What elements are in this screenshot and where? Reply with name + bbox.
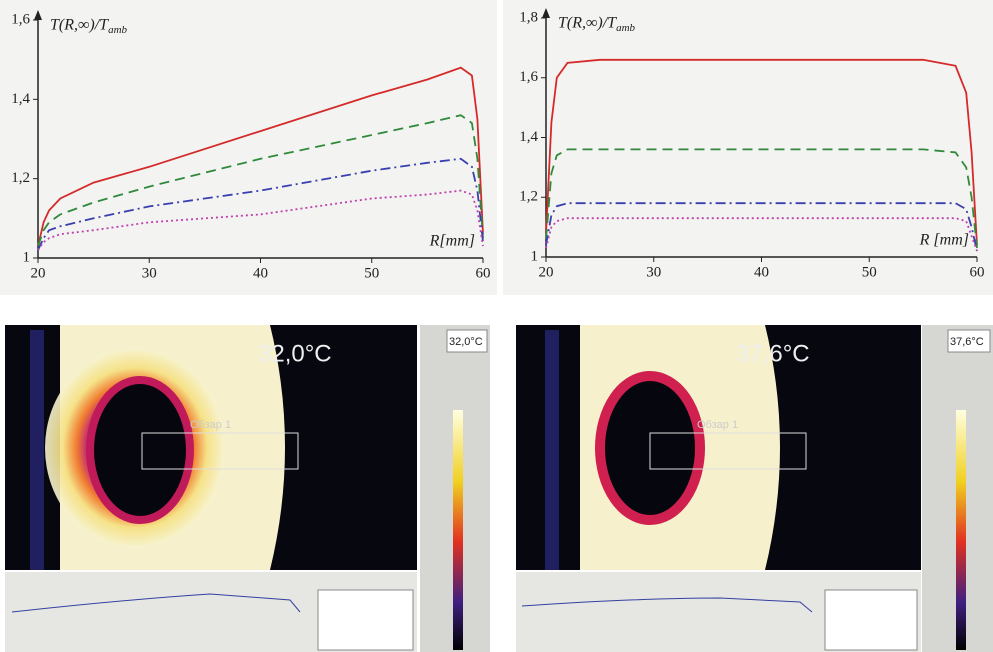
temp-box [446,329,488,353]
histogram [824,589,918,651]
y-tick-label: 1 [23,249,31,265]
y-axis-label-sub: amb [616,22,635,34]
temperature-label: 32,0°C [258,340,332,367]
side-temperature: 37,6°C [950,336,984,348]
y-tick-label: 1 [531,248,539,264]
data-line [37,66,484,247]
cool-strip [545,330,559,570]
y-axis-label-sub: amb [108,24,127,36]
side-temperature: 32,0°C [449,336,483,348]
axis-arrow [34,10,42,20]
y-tick-label: 1,2 [519,189,538,205]
temperature-label: 37,6°C [736,340,810,367]
y-tick-label: 1,4 [519,129,538,145]
data-line [545,202,978,252]
y-tick-label: 1,8 [519,9,538,25]
y-tick-label: 1,6 [11,11,30,27]
color-scale [956,410,966,650]
x-tick-label: 50 [364,265,379,281]
x-axis-label: R [mm] [919,232,969,249]
y-tick-label: 1,4 [11,91,30,107]
thermal-image: Обзар 1 32,0°C 32,0°C [5,325,490,652]
profile-line [521,597,813,613]
region-box [649,432,807,470]
x-tick-label: 60 [970,264,985,280]
x-tick-label: 20 [31,265,46,281]
data-line [37,157,484,251]
x-tick-label: 40 [754,264,769,280]
data-line [37,114,484,247]
profile-line [11,593,301,613]
color-scale [453,410,463,650]
x-axis-label: R[mm] [429,233,475,250]
x-tick-label: 50 [862,264,877,280]
axis-arrow [542,8,550,18]
cool-strip [30,330,44,570]
data-line [545,148,978,249]
x-tick-label: 60 [476,265,491,281]
x-tick-label: 40 [253,265,268,281]
temp-box [947,329,991,353]
chart-panel [503,0,993,295]
x-tick-label: 20 [539,264,554,280]
chart-panel [0,0,497,295]
region-label: Обзар 1 [697,419,738,431]
x-tick-label: 30 [646,264,661,280]
region-box [141,432,299,470]
region-label: Обзар 1 [190,419,231,431]
thermal-image: Обзар 1 37,6°C 37,6°C [516,325,993,652]
x-tick-label: 30 [142,265,157,281]
data-line [37,189,484,251]
y-tick-label: 1,2 [11,170,30,186]
data-line [545,58,978,246]
histogram [317,589,414,651]
y-tick-label: 1,6 [519,69,538,85]
cold-core [86,376,194,524]
